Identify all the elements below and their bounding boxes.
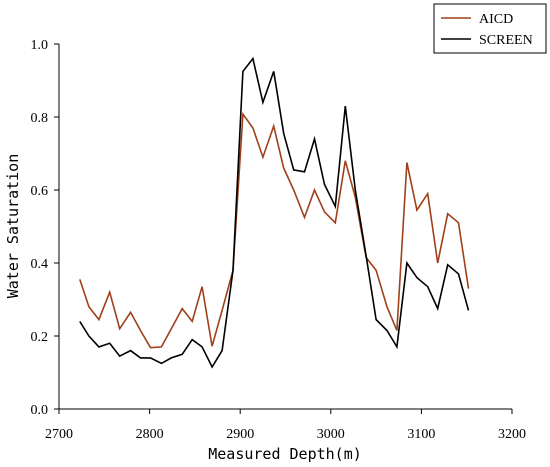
x-axis-title: Measured Depth(m) bbox=[208, 445, 362, 463]
y-tick-label: 0.0 bbox=[31, 403, 49, 418]
axes bbox=[58, 44, 512, 410]
y-ticks: 0.0 0.2 0.4 0.6 0.8 1.0 bbox=[31, 38, 59, 418]
series-line-aicd bbox=[79, 111, 470, 349]
series-layer bbox=[79, 56, 470, 369]
y-tick-label: 0.4 bbox=[31, 257, 49, 272]
legend-label-aicd: AICD bbox=[479, 12, 513, 27]
x-tick-label: 2700 bbox=[45, 427, 73, 442]
x-tick-label: 2900 bbox=[226, 427, 254, 442]
y-tick-label: 0.6 bbox=[31, 184, 49, 199]
y-tick-label: 0.8 bbox=[31, 111, 49, 126]
series-line-screen bbox=[79, 56, 470, 369]
legend: AICD SCREEN bbox=[433, 3, 547, 54]
y-tick-label: 0.2 bbox=[31, 330, 49, 345]
y-tick-label: 1.0 bbox=[31, 38, 49, 53]
x-tick-label: 3100 bbox=[407, 427, 435, 442]
x-tick-label: 3200 bbox=[498, 427, 526, 442]
x-tick-label: 3000 bbox=[317, 427, 345, 442]
legend-label-screen: SCREEN bbox=[479, 33, 533, 48]
x-tick-label: 2800 bbox=[136, 427, 164, 442]
legend-box bbox=[433, 3, 547, 54]
x-ticks: 2700 2800 2900 3000 3100 3200 bbox=[45, 409, 526, 442]
y-axis-title: Water Saturation bbox=[4, 154, 22, 299]
